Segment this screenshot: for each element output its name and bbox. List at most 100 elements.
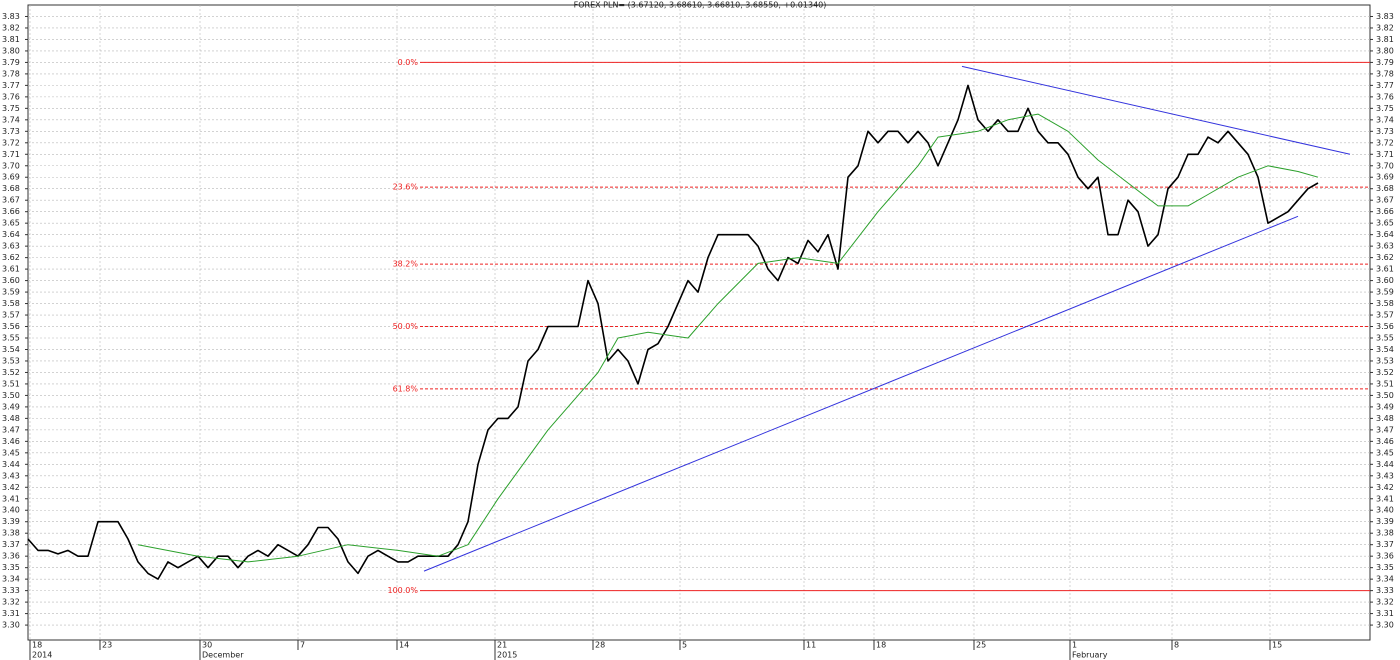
y-tick-label: 3.74 [1376,115,1394,124]
y-tick-label: 3.34 [1376,575,1394,584]
x-major-tick-label: February [1072,651,1108,660]
series-line [137,113,1319,563]
trend-line [961,65,1351,155]
y-tick-label: 3.64 [1376,230,1394,239]
y-tick-label: 3.44 [2,460,20,469]
y-tick-label: 3.58 [1376,299,1394,308]
y-tick-label: 3.44 [1376,460,1394,469]
y-tick-label: 3.60 [2,276,20,285]
y-tick-label: 3.68 [2,184,20,193]
y-tick-label: 3.60 [1376,276,1394,285]
y-tick-label: 3.54 [2,345,20,354]
y-tick-label: 3.58 [2,299,20,308]
x-major-tick-label: 2015 [497,651,517,660]
y-tick-label: 3.31 [1376,609,1394,618]
x-tick-label: 8 [1174,641,1179,650]
plot-frame [27,4,1371,641]
y-tick-label: 3.83 [1376,12,1394,21]
x-tick-label: 11 [806,641,816,650]
y-tick-label: 3.45 [1376,448,1394,457]
x-tick-label: 18 [32,641,42,650]
fib-level-label: 23.6% [393,183,419,192]
y-tick-label: 3.49 [2,402,20,411]
fib-level-label: 38.2% [393,260,419,269]
y-tick-label: 3.76 [1376,92,1394,101]
y-tick-label: 3.41 [2,494,20,503]
y-tick-label: 3.35 [2,563,20,572]
fib-level-label: 50.0% [393,322,419,331]
y-tick-label: 3.54 [1376,345,1394,354]
y-tick-label: 3.36 [2,552,20,561]
fib-level-label: 0.0% [398,58,419,67]
x-tick-label: 15 [1272,641,1282,650]
y-tick-label: 3.75 [2,104,20,113]
y-tick-label: 3.32 [2,598,20,607]
y-tick-label: 3.66 [2,207,20,216]
y-tick-label: 3.49 [1376,402,1394,411]
x-major-tick-label: December [202,651,244,660]
y-tick-label: 3.50 [2,391,20,400]
y-tick-label: 3.47 [2,425,20,434]
y-tick-label: 3.51 [1376,379,1394,388]
y-tick-label: 3.62 [2,253,20,262]
y-tick-label: 3.41 [1376,494,1394,503]
y-tick-label: 3.61 [1376,265,1394,274]
x-tick-label: 1 [1072,641,1077,650]
y-tick-label: 3.55 [1376,334,1394,343]
y-tick-label: 3.52 [1376,368,1394,377]
y-tick-label: 3.65 [1376,219,1394,228]
y-tick-label: 3.30 [2,621,20,630]
y-tick-label: 3.39 [2,517,20,526]
y-tick-label: 3.72 [2,138,20,147]
y-tick-label: 3.67 [1376,196,1394,205]
y-tick-label: 3.82 [2,23,20,32]
y-tick-label: 3.79 [1376,58,1394,67]
x-major-tick-label: 2014 [32,651,52,660]
y-tick-label: 3.61 [2,265,20,274]
x-tick-label: 5 [682,641,687,650]
y-tick-label: 3.80 [2,46,20,55]
x-tick-label: 28 [595,641,605,650]
y-tick-label: 3.43 [1376,471,1394,480]
y-tick-label: 3.48 [2,414,20,423]
y-tick-label: 3.66 [1376,207,1394,216]
y-tick-label: 3.37 [2,540,20,549]
y-tick-label: 3.73 [1376,127,1394,136]
x-tick-label: 21 [497,641,507,650]
y-tick-label: 3.51 [2,379,20,388]
y-tick-label: 3.77 [1376,81,1394,90]
y-tick-label: 3.33 [2,586,20,595]
y-tick-label: 3.77 [2,81,20,90]
y-tick-label: 3.64 [2,230,20,239]
y-tick-label: 3.53 [1376,356,1394,365]
y-tick-label: 3.53 [2,356,20,365]
y-tick-label: 3.78 [2,69,20,78]
y-tick-label: 3.46 [1376,437,1394,446]
y-tick-label: 3.71 [2,150,20,159]
y-tick-label: 3.73 [2,127,20,136]
y-tick-label: 3.75 [1376,104,1394,113]
chart-title: FOREX PLN= (3.67120, 3.68610, 3.66810, 3… [574,1,827,10]
trend-line [423,215,1299,572]
y-tick-label: 3.71 [1376,150,1394,159]
y-tick-label: 3.83 [2,12,20,21]
x-tick-label: 23 [102,641,112,650]
y-tick-label: 3.80 [1376,46,1394,55]
y-tick-label: 3.59 [2,288,20,297]
y-tick-label: 3.57 [2,311,20,320]
y-tick-label: 3.43 [2,471,20,480]
y-tick-label: 3.52 [2,368,20,377]
y-tick-label: 3.68 [1376,184,1394,193]
y-tick-label: 3.32 [1376,598,1394,607]
y-tick-label: 3.46 [2,437,20,446]
y-tick-label: 3.72 [1376,138,1394,147]
y-tick-label: 3.33 [1376,586,1394,595]
x-tick-label: 30 [202,641,212,650]
y-tick-label: 3.40 [2,506,20,515]
y-tick-label: 3.37 [1376,540,1394,549]
y-tick-label: 3.57 [1376,311,1394,320]
y-tick-label: 3.65 [2,219,20,228]
fib-level-label: 100.0% [387,586,418,595]
y-tick-label: 3.69 [2,173,20,182]
y-tick-label: 3.38 [1376,529,1394,538]
